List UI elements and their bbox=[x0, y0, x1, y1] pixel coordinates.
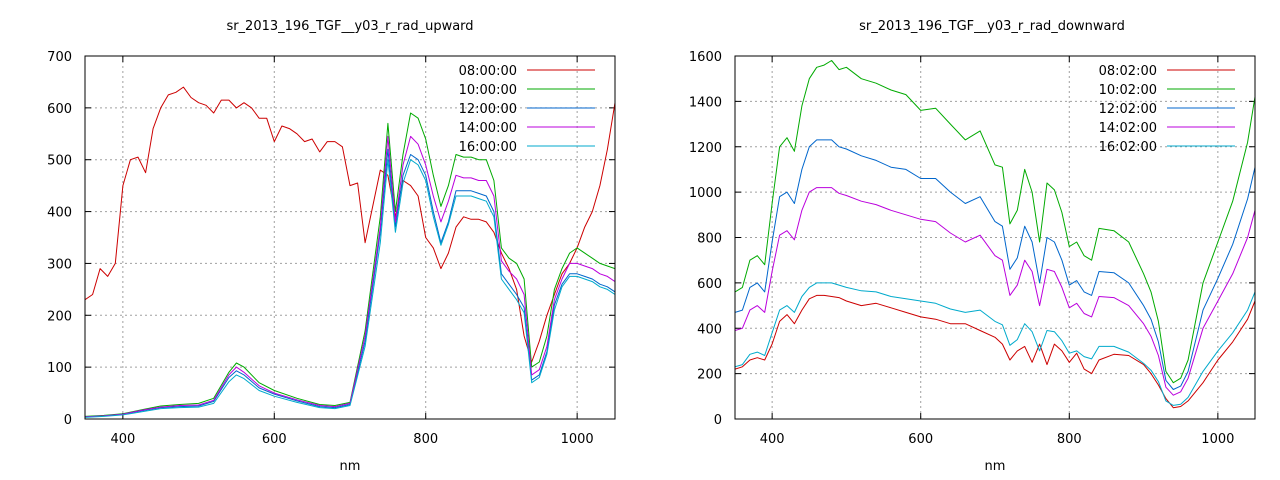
series-line-140000 bbox=[85, 135, 615, 418]
chart-panel-2: sr_2013_196_TGF__y03_r_rad_downward 400 60… bbox=[689, 19, 1256, 474]
legend-label: 12:00:00 bbox=[459, 102, 517, 117]
legend-label: 14:02:00 bbox=[1099, 121, 1157, 136]
plot-frame bbox=[84, 55, 616, 420]
x-tick-label: 1000 bbox=[1201, 432, 1234, 447]
y-tick-label: 800 bbox=[697, 232, 722, 247]
x-axis-label: nm bbox=[340, 459, 361, 474]
x-tick-label: 800 bbox=[413, 432, 438, 447]
legend-label: 16:00:00 bbox=[459, 140, 517, 155]
series-line-160000 bbox=[85, 159, 615, 418]
x-tick-label: 800 bbox=[1057, 432, 1082, 447]
legend-label: 16:02:00 bbox=[1099, 140, 1157, 155]
plot-frame bbox=[734, 55, 1256, 420]
series-line-160200 bbox=[735, 282, 1255, 406]
x-tick-label: 600 bbox=[262, 432, 287, 447]
y-tick-label: 200 bbox=[47, 309, 72, 324]
y-tick-label: 600 bbox=[697, 277, 722, 292]
chart-title: sr_2013_196_TGF__y03_r_rad_upward bbox=[226, 19, 473, 34]
y-tick-label: 1200 bbox=[689, 141, 722, 156]
series-line-100200 bbox=[735, 60, 1255, 384]
legend-label: 14:00:00 bbox=[459, 121, 517, 136]
y-tick-label: 200 bbox=[697, 368, 722, 383]
y-tick-label: 100 bbox=[47, 361, 72, 376]
x-tick-label: 400 bbox=[760, 432, 785, 447]
legend-label: 08:02:00 bbox=[1099, 64, 1157, 79]
chart-panel-1: sr_2013_196_TGF__y03_r_rad_upward 400 600 8… bbox=[47, 19, 616, 474]
chart-title: sr_2013_196_TGF__y03_r_rad_downward bbox=[859, 19, 1125, 34]
y-tick-label: 0 bbox=[64, 413, 72, 428]
series-line-080000 bbox=[85, 86, 615, 363]
y-tick-label: 1000 bbox=[689, 186, 722, 201]
y-tick-label: 400 bbox=[697, 322, 722, 337]
y-tick-label: 600 bbox=[47, 102, 72, 117]
x-axis-label: nm bbox=[985, 459, 1006, 474]
y-tick-label: 700 bbox=[47, 50, 72, 65]
series-line-140200 bbox=[735, 187, 1255, 396]
legend-label: 10:02:00 bbox=[1099, 83, 1157, 98]
series-line-100000 bbox=[85, 112, 615, 417]
y-tick-label: 500 bbox=[47, 154, 72, 169]
y-tick-label: 400 bbox=[47, 206, 72, 221]
series-line-120000 bbox=[85, 148, 615, 418]
legend-label: 12:02:00 bbox=[1099, 102, 1157, 117]
series-line-080200 bbox=[735, 294, 1255, 409]
y-tick-label: 1400 bbox=[689, 95, 722, 110]
y-tick-label: 1600 bbox=[689, 50, 722, 65]
y-tick-label: 0 bbox=[714, 413, 722, 428]
x-tick-label: 600 bbox=[908, 432, 933, 447]
x-tick-label: 400 bbox=[110, 432, 135, 447]
legend-label: 10:00:00 bbox=[459, 83, 517, 98]
legend-label: 08:00:00 bbox=[459, 64, 517, 79]
series-line-120200 bbox=[735, 139, 1255, 390]
y-tick-label: 300 bbox=[47, 257, 72, 272]
x-tick-label: 1000 bbox=[561, 432, 594, 447]
